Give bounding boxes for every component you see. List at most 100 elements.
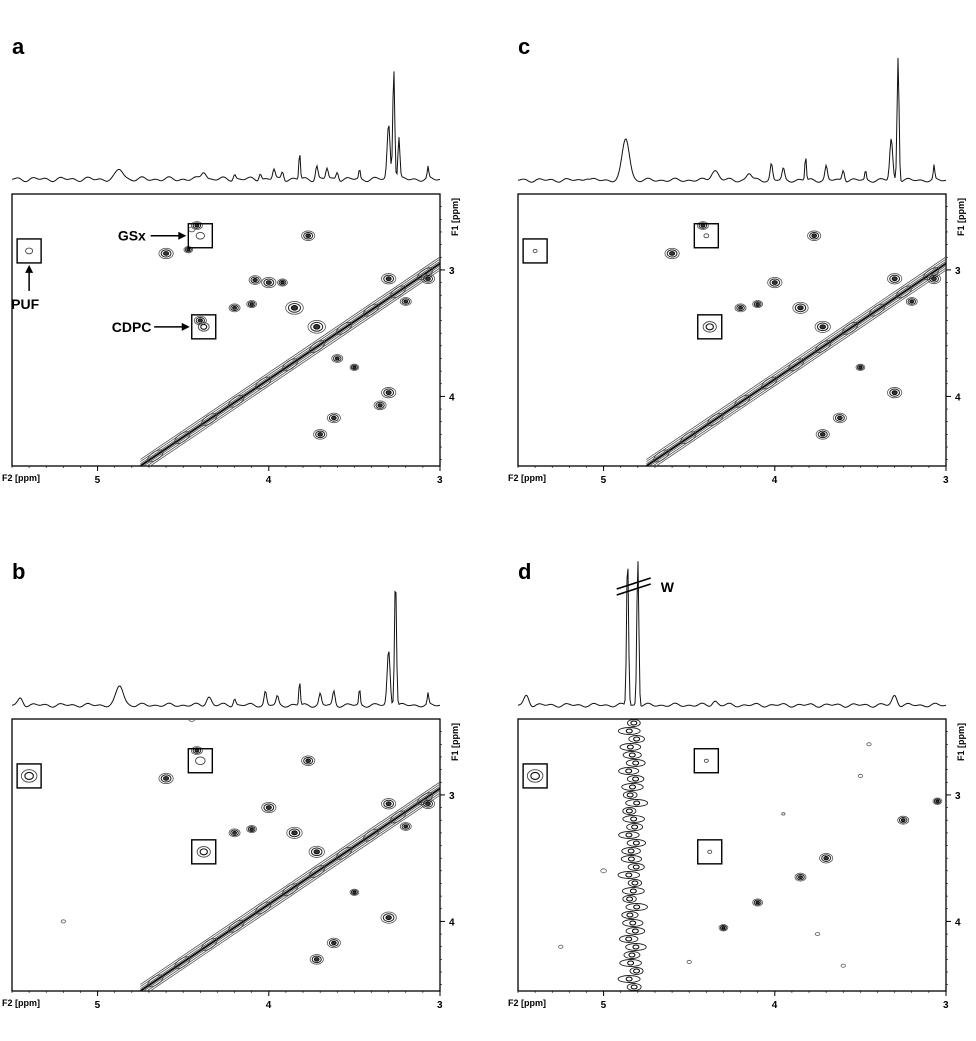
cross-peak-core [797,305,804,311]
peak-highlight-box [693,748,720,774]
water-ridge-contour [625,799,649,807]
cross-peak-contour [821,854,832,862]
water-ridge-contour [619,935,639,943]
cross-peak-core [252,277,258,283]
water-ridge-contour [625,759,646,767]
cross-peak-core [232,830,237,835]
peak-highlight-box [191,314,217,340]
cross-peak-core [377,403,383,408]
cross-peak-contour [333,355,342,362]
1d-spectrum [517,57,947,183]
y-axis-name: F1 [ppm] [450,723,460,761]
water-ridge-contour [625,976,633,982]
cross-peak-contour [819,852,834,864]
diagonal-contour [201,938,218,951]
cross-peak-contour [308,845,325,858]
water-ridge-contour [626,744,634,750]
x-tick-label: 5 [601,1000,607,1011]
boxed-peak-contour [526,769,544,783]
water-ridge-contour [617,727,641,735]
cross-peak-core [305,758,311,763]
cross-peak-contour [285,301,304,315]
water-ridge-contour [633,904,641,910]
water-ridge-contour [627,848,635,854]
cross-peak-contour [228,303,241,313]
cross-peak-contour [301,230,316,241]
cross-peak-contour [927,273,942,284]
water-ridge-contour [623,951,641,959]
water-ridge-contour [626,775,645,783]
annotation-label: CDPC [112,319,152,335]
boxed-peak-contour [532,248,538,253]
plot-frame [517,193,947,467]
water-ridge-contour [630,984,638,990]
cross-peak-contour [834,414,845,422]
diagonal-contour [255,901,272,915]
water-ridge-contour [621,783,644,791]
x-tick-label: 3 [943,475,949,486]
cross-peak-core [290,305,299,311]
cross-peak-contour [423,274,434,283]
y-tick-label: 3 [449,791,455,802]
boxed-peak-contour [195,756,206,766]
plot-frame [517,718,947,992]
water-ridge-contour [626,896,634,902]
diagonal-contour [335,321,353,335]
cross-peak-core [163,251,170,256]
x-axis-name: F2 [ppm] [508,473,546,483]
water-ridge-contour [627,879,643,887]
x-tick-label: 3 [943,1000,949,1011]
cross-peak-contour [796,873,805,881]
cross-peak-contour [815,429,830,440]
cross-peak-contour [401,298,411,305]
cross-peak-core [823,855,829,861]
cross-peak-contour [381,387,397,399]
diagonal-contour [389,810,407,824]
cross-peak-core [700,223,706,228]
cross-peak-core [837,415,843,421]
peak-highlight-box [16,763,42,789]
x-tick-label: 3 [437,475,443,486]
diagonal-contour [841,321,859,335]
diagonal-contour [282,358,299,372]
boxed-peak-contour [703,233,710,239]
contour-layer [25,221,440,466]
diagonal-contour [255,376,272,390]
diagonal-contour [788,358,805,372]
x-tick-label: 4 [266,475,272,486]
boxed-peak-contour [195,231,205,240]
cross-peak-core [291,830,298,836]
panel-d: d W 5 4 3 F2 [ppm] 3 4 F1 [ppm] [508,559,966,1011]
cross-peak-contour [328,414,339,422]
cross-peak-contour [832,412,847,424]
cross-peak-contour [718,924,729,932]
cross-peak-contour [753,899,762,906]
diagonal-contour [707,413,724,426]
boxed-peak-contour [200,323,208,330]
water-ridge-contour [625,832,633,838]
water-ridge-contour [626,839,647,847]
cross-peak-contour [278,279,287,286]
cross-peak-contour [933,798,941,804]
y-tick-label: 4 [955,917,961,928]
cross-peak-contour [326,412,341,424]
cross-peak-contour [383,274,395,283]
x-tick-label: 5 [601,475,607,486]
water-ridge-contour [618,831,640,839]
cross-peak-contour [160,249,172,258]
boxed-peak-contour [24,771,34,780]
water-ridge-contour [626,983,642,991]
boxed-peak-contour [530,771,540,780]
cross-peak-contour [192,747,202,754]
cross-peak-contour [331,354,344,363]
cross-peak-contour [600,868,607,874]
water-ridge-contour [621,887,645,895]
cross-peak-core [755,900,760,905]
water-ridge-contour [625,927,646,935]
cross-peak-contour [889,274,901,283]
diagonal-contour [895,285,913,299]
peak-highlight-box [697,314,723,340]
cross-peak-contour [816,322,829,332]
cross-peak-core [755,302,760,306]
water-ridge-contour [622,815,645,823]
